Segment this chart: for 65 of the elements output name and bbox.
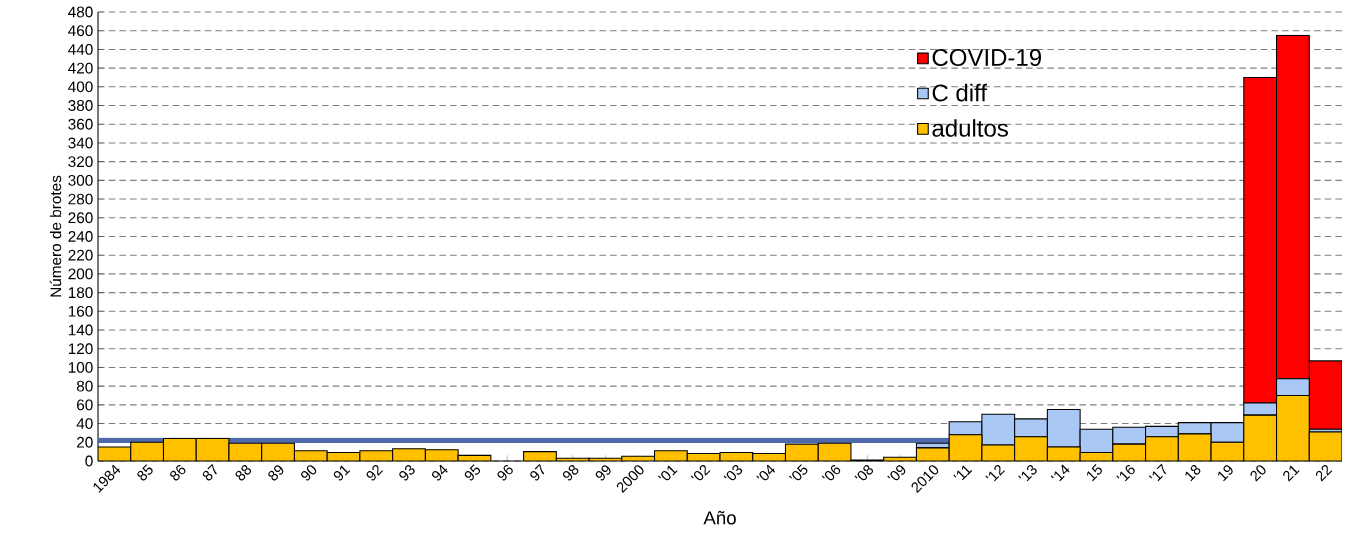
x-tick-label: 91 [333, 465, 351, 481]
x-axis-title: Año [703, 510, 736, 525]
y-tick-label: 100 [68, 362, 93, 373]
x-tick-label: 93 [399, 465, 415, 481]
x-tick-label: 88 [235, 465, 252, 481]
legend-label: C diff [932, 83, 988, 102]
x-tick-label: '04 [756, 464, 776, 481]
y-tick-label: 120 [68, 343, 93, 355]
x-tick-label: '16 [1116, 464, 1135, 482]
x-tick-label: '01 [658, 465, 678, 481]
y-tick-label: 380 [68, 100, 93, 111]
y-tick-label: 20 [77, 436, 93, 448]
y-tick-label: 60 [77, 399, 93, 411]
y-tick-label: 180 [68, 287, 93, 299]
y-tick-label: 280 [68, 193, 93, 205]
x-tick-label: 96 [497, 464, 513, 481]
x-tick-label: '12 [985, 464, 1005, 482]
y-tick-label: 440 [68, 43, 93, 55]
y-tick-label: 360 [68, 118, 93, 130]
x-tick-label: 22 [1315, 464, 1333, 482]
x-tick-label: '09 [887, 465, 906, 481]
x-tick-label: '06 [821, 464, 841, 481]
x-tick-label: 99 [595, 465, 611, 481]
x-tick-label: 15 [1087, 464, 1102, 482]
x-tick-label: 92 [366, 464, 383, 481]
y-tick-label: 220 [68, 249, 93, 261]
y-tick-label: 40 [76, 418, 93, 429]
y-tick-label: 400 [68, 81, 93, 93]
x-tick-label: 95 [464, 464, 481, 481]
x-tick-label: '13 [1018, 465, 1037, 482]
y-tick-label: 240 [68, 231, 93, 242]
x-tick-label: '17 [1148, 463, 1167, 482]
x-tick-label: '03 [723, 465, 743, 481]
y-tick-label: 300 [68, 174, 93, 186]
legend-label: COVID-19 [932, 49, 1041, 67]
x-tick-label: '14 [1050, 464, 1070, 482]
x-tick-label: 18 [1185, 465, 1201, 482]
y-axis-title: Número de brotes [49, 175, 62, 297]
x-tick-label: 21 [1283, 465, 1300, 482]
y-tick-label: 160 [68, 305, 93, 317]
x-tick-label: 20 [1250, 465, 1266, 482]
y-tick-label: 200 [68, 268, 93, 280]
x-tick-label: '02 [690, 464, 711, 481]
y-tick-label: 420 [68, 62, 93, 74]
x-tick-label: 97 [530, 463, 545, 481]
y-tick-label: 0 [85, 455, 93, 467]
x-tick-label: 85 [137, 464, 153, 481]
x-tick-label: 86 [170, 464, 186, 481]
x-tick-label: 19 [1218, 465, 1233, 482]
y-tick-label: 260 [68, 212, 93, 224]
x-tick-label: 87 [202, 463, 217, 481]
x-tick-label: 98 [562, 465, 579, 481]
x-tick-label: 89 [268, 465, 284, 481]
y-tick-label: 340 [68, 137, 93, 149]
y-tick-label: 140 [68, 324, 93, 336]
x-tick-label: '08 [854, 465, 874, 481]
y-tick-label: 80 [76, 380, 93, 392]
x-tick-label: '11 [953, 465, 973, 481]
x-tick-label: 90 [301, 465, 317, 481]
y-tick-label: 480 [68, 6, 93, 18]
legend-label: adultos [932, 119, 1008, 137]
x-tick-label: '05 [788, 464, 808, 481]
y-tick-label: 320 [68, 156, 93, 168]
y-tick-label: 460 [68, 25, 93, 37]
x-tick-label: 94 [431, 464, 448, 481]
